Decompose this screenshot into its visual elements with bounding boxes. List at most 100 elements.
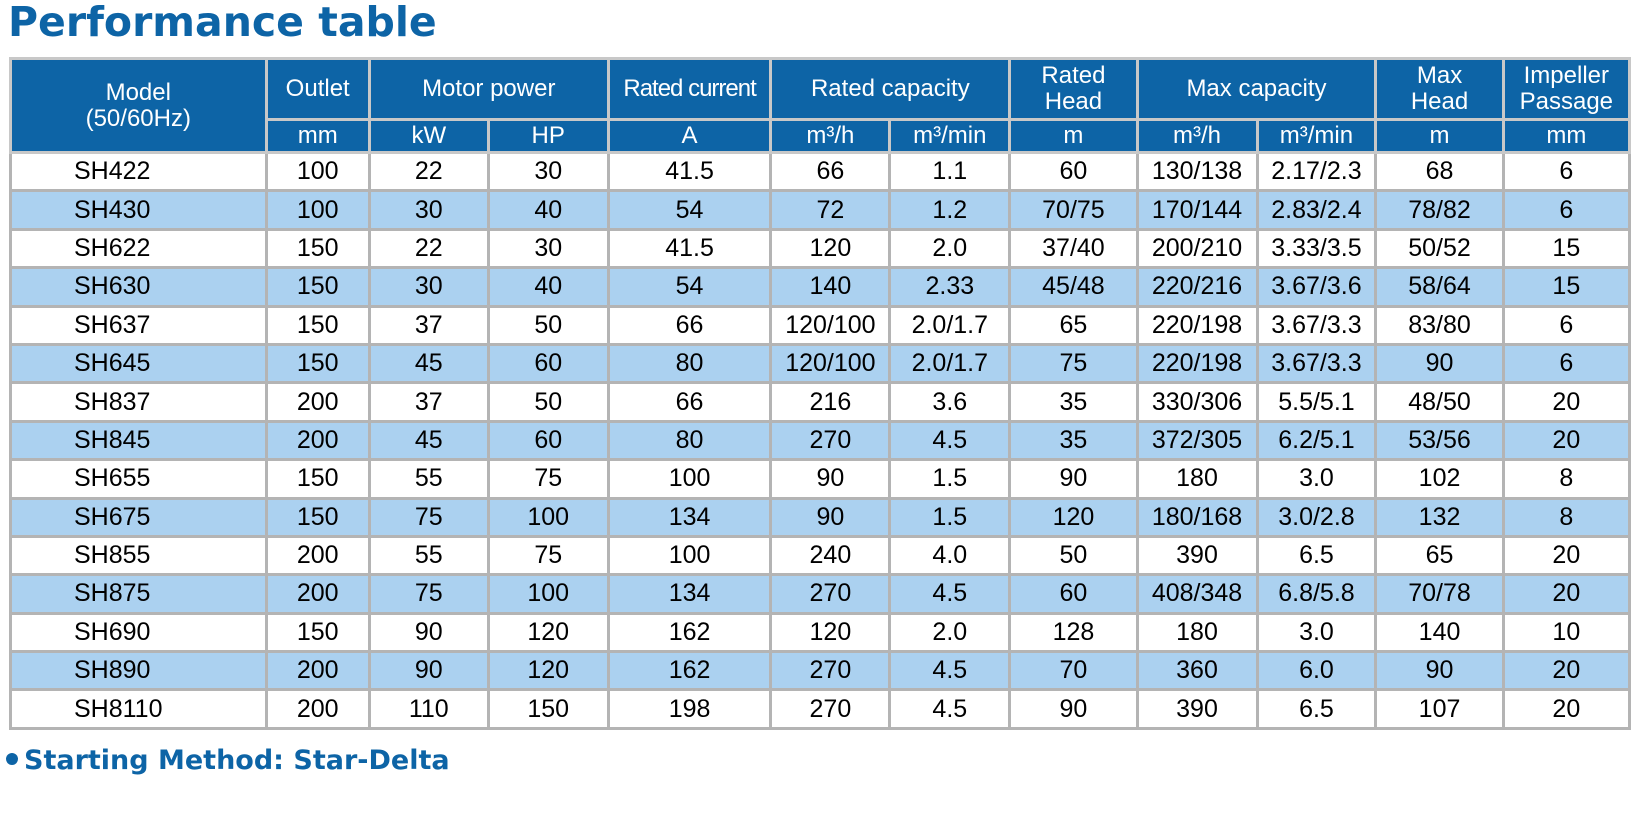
- cell-impeller-passage: 8: [1501, 496, 1632, 538]
- cell-rated-current: 134: [606, 496, 773, 538]
- cell-rated-head: 65: [1008, 304, 1139, 346]
- header-rated-capacity: Rated capacity: [769, 57, 1012, 121]
- cell-rated-capacity-m3min: 2.0/1.7: [888, 342, 1012, 385]
- cell-rated-capacity-m3h: 270: [769, 650, 892, 692]
- cell-motor-kw: 22: [367, 150, 490, 193]
- cell-rated-current: 198: [606, 688, 773, 730]
- bullet-icon: [6, 752, 18, 765]
- cell-outlet: 200: [264, 650, 371, 692]
- cell-rated-head: 75: [1008, 342, 1139, 385]
- cell-rated-head: 35: [1008, 381, 1139, 423]
- cell-rated-capacity-m3h: 270: [769, 688, 892, 730]
- cell-motor-kw: 75: [367, 573, 490, 615]
- cell-rated-current: 54: [606, 266, 773, 308]
- cell-rated-current: 134: [606, 573, 773, 615]
- unit-rated-head: m: [1008, 118, 1139, 154]
- unit-rated-current: A: [606, 118, 773, 154]
- cell-rated-capacity-m3h: 140: [769, 266, 892, 308]
- cell-rated-head: 60: [1008, 150, 1139, 193]
- cell-max-head: 58/64: [1374, 266, 1505, 308]
- header-impeller-passage: Impeller Passage: [1501, 57, 1632, 121]
- cell-rated-capacity-m3min: 1.2: [888, 189, 1012, 231]
- page-title: Performance table: [8, 0, 437, 46]
- cell-rated-capacity-m3min: 4.5: [888, 573, 1012, 615]
- cell-outlet: 200: [264, 419, 371, 462]
- cell-rated-capacity-m3min: 1.5: [888, 458, 1012, 500]
- cell-motor-hp: 50: [486, 304, 610, 346]
- table-row: SH630 150 30 40 54 140 2.33 45/48 220/216 3.67/3.…: [9, 266, 1632, 308]
- header-rated-head-label: Rated Head: [1041, 62, 1106, 115]
- cell-max-capacity-m3min: 6.0: [1255, 650, 1378, 692]
- cell-rated-capacity-m3h: 90: [769, 458, 892, 500]
- cell-motor-hp: 60: [486, 419, 610, 462]
- cell-motor-kw: 90: [367, 650, 490, 692]
- cell-rated-capacity-m3h: 120: [769, 227, 892, 270]
- header-max-capacity: Max capacity: [1135, 57, 1378, 121]
- cell-max-capacity-m3h: 130/138: [1135, 150, 1259, 193]
- cell-rated-head: 60: [1008, 573, 1139, 615]
- cell-motor-kw: 55: [367, 534, 490, 577]
- cell-max-capacity-m3h: 390: [1135, 688, 1259, 730]
- cell-max-capacity-m3h: 390: [1135, 534, 1259, 577]
- cell-model: SH837: [9, 381, 268, 423]
- cell-max-head: 140: [1374, 611, 1505, 654]
- cell-max-capacity-m3h: 180: [1135, 458, 1259, 500]
- cell-model: SH637: [9, 304, 268, 346]
- footnote-text: Starting Method: Star-Delta: [24, 745, 450, 776]
- table-row: SH890 200 90 120 162 270 4.5 70 360 6.0 90 20: [9, 650, 1632, 692]
- cell-rated-head: 90: [1008, 688, 1139, 730]
- cell-max-head: 48/50: [1374, 381, 1505, 423]
- cell-motor-hp: 30: [486, 150, 610, 193]
- cell-rated-head: 37/40: [1008, 227, 1139, 270]
- cell-rated-capacity-m3h: 240: [769, 534, 892, 577]
- cell-rated-current: 41.5: [606, 150, 773, 193]
- cell-max-capacity-m3min: 3.67/3.3: [1255, 304, 1378, 346]
- cell-max-head: 132: [1374, 496, 1505, 538]
- cell-rated-capacity-m3min: 4.5: [888, 419, 1012, 462]
- table-row: SH837 200 37 50 66 216 3.6 35 330/306 5.5/5.1 48/5…: [9, 381, 1632, 423]
- cell-max-capacity-m3h: 180: [1135, 611, 1259, 654]
- cell-impeller-passage: 20: [1501, 419, 1632, 462]
- unit-impeller-passage: mm: [1501, 118, 1632, 154]
- cell-impeller-passage: 15: [1501, 227, 1632, 270]
- cell-max-capacity-m3h: 372/305: [1135, 419, 1259, 462]
- cell-rated-current: 162: [606, 611, 773, 654]
- table-row: SH675 150 75 100 134 90 1.5 120 180/168 3.0/2.8 13…: [9, 496, 1632, 538]
- cell-motor-hp: 120: [486, 650, 610, 692]
- cell-motor-kw: 45: [367, 342, 490, 385]
- cell-max-capacity-m3h: 180/168: [1135, 496, 1259, 538]
- cell-impeller-passage: 6: [1501, 304, 1632, 346]
- cell-model: SH845: [9, 419, 268, 462]
- cell-rated-capacity-m3min: 1.5: [888, 496, 1012, 538]
- header-model-label: Model (50/60Hz): [85, 78, 191, 132]
- cell-motor-hp: 40: [486, 189, 610, 231]
- header-row: Model (50/60Hz) Outlet Motor power Rated…: [9, 57, 1632, 154]
- cell-model: SH430: [9, 189, 268, 231]
- cell-outlet: 150: [264, 496, 371, 538]
- cell-impeller-passage: 20: [1501, 534, 1632, 577]
- cell-max-capacity-m3h: 408/348: [1135, 573, 1259, 615]
- header-max-head: Max Head: [1374, 57, 1505, 121]
- unit-max-head: m: [1374, 118, 1505, 154]
- cell-model: SH675: [9, 496, 268, 538]
- cell-model: SH630: [9, 266, 268, 308]
- cell-rated-head: 120: [1008, 496, 1139, 538]
- table-row: SH690 150 90 120 162 120 2.0 128 180 3.0 140 10: [9, 611, 1632, 654]
- cell-rated-capacity-m3h: 270: [769, 573, 892, 615]
- cell-max-head: 83/80: [1374, 304, 1505, 346]
- cell-impeller-passage: 20: [1501, 688, 1632, 730]
- performance-table: Model (50/60Hz) Outlet Motor power Rated…: [9, 57, 1632, 730]
- cell-max-head: 107: [1374, 688, 1505, 730]
- table-row: SH430 100 30 40 54 72 1.2 70/75 170/144 2.83/2.4 7…: [9, 189, 1632, 231]
- cell-outlet: 150: [264, 266, 371, 308]
- cell-motor-hp: 150: [486, 688, 610, 730]
- cell-max-capacity-m3min: 3.67/3.3: [1255, 342, 1378, 385]
- cell-rated-capacity-m3min: 2.33: [888, 266, 1012, 308]
- cell-max-capacity-m3h: 330/306: [1135, 381, 1259, 423]
- cell-max-capacity-m3min: 6.5: [1255, 534, 1378, 577]
- footnote: Starting Method: Star-Delta: [6, 744, 450, 778]
- cell-motor-kw: 37: [367, 304, 490, 346]
- cell-outlet: 200: [264, 573, 371, 615]
- cell-rated-current: 41.5: [606, 227, 773, 270]
- table-row: SH845 200 45 60 80 270 4.5 35 372/305 6.2/5.1 53/5…: [9, 419, 1632, 462]
